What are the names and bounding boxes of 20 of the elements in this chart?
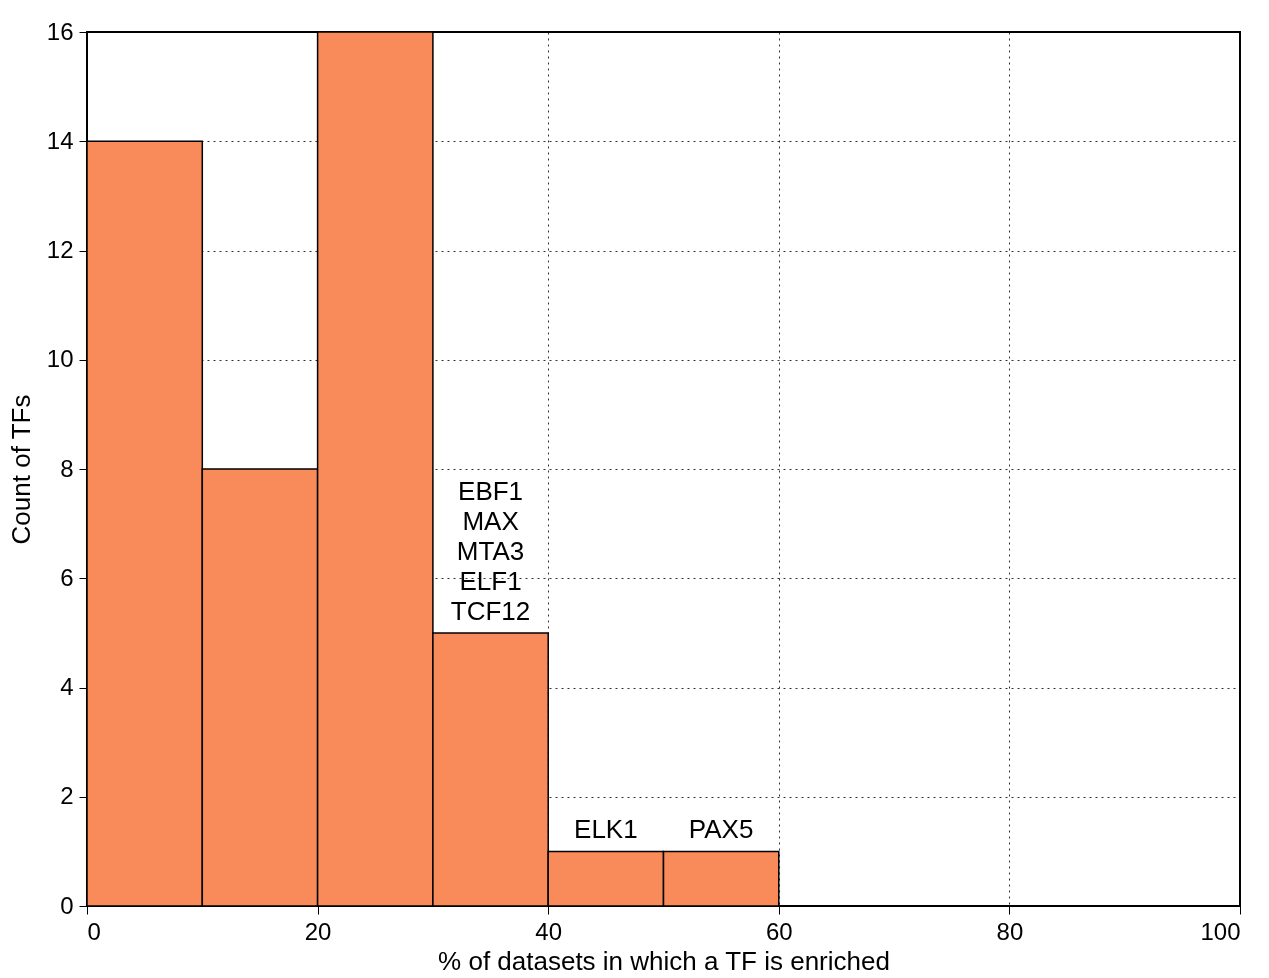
x-tick-label: 100 xyxy=(1200,917,1241,945)
x-tick-label: 60 xyxy=(765,917,793,945)
annotation: PAX5 xyxy=(688,814,754,845)
y-tick-label: 10 xyxy=(46,345,74,373)
annotation: EBF1 MAX MTA3 ELF1 TCF12 xyxy=(450,475,531,626)
y-tick-label: 2 xyxy=(60,782,74,810)
y-tick-label: 4 xyxy=(60,673,74,700)
x-tick-label: 80 xyxy=(996,917,1024,945)
x-axis-title: % of datasets in which a TF is enriched xyxy=(438,945,890,976)
y-tick-label: 6 xyxy=(60,563,74,591)
y-tick-label: 12 xyxy=(46,236,74,263)
y-axis-title: Count of TFs xyxy=(5,394,36,545)
y-tick-label: 14 xyxy=(46,126,74,154)
y-tick-label: 16 xyxy=(46,17,74,45)
annotation: ELK1 xyxy=(574,814,638,845)
x-tick-label: 20 xyxy=(304,917,332,945)
x-tick-label: 0 xyxy=(87,917,101,945)
y-tick-label: 8 xyxy=(60,454,74,482)
y-tick-label: 0 xyxy=(60,891,74,919)
x-tick-label: 40 xyxy=(535,917,563,945)
